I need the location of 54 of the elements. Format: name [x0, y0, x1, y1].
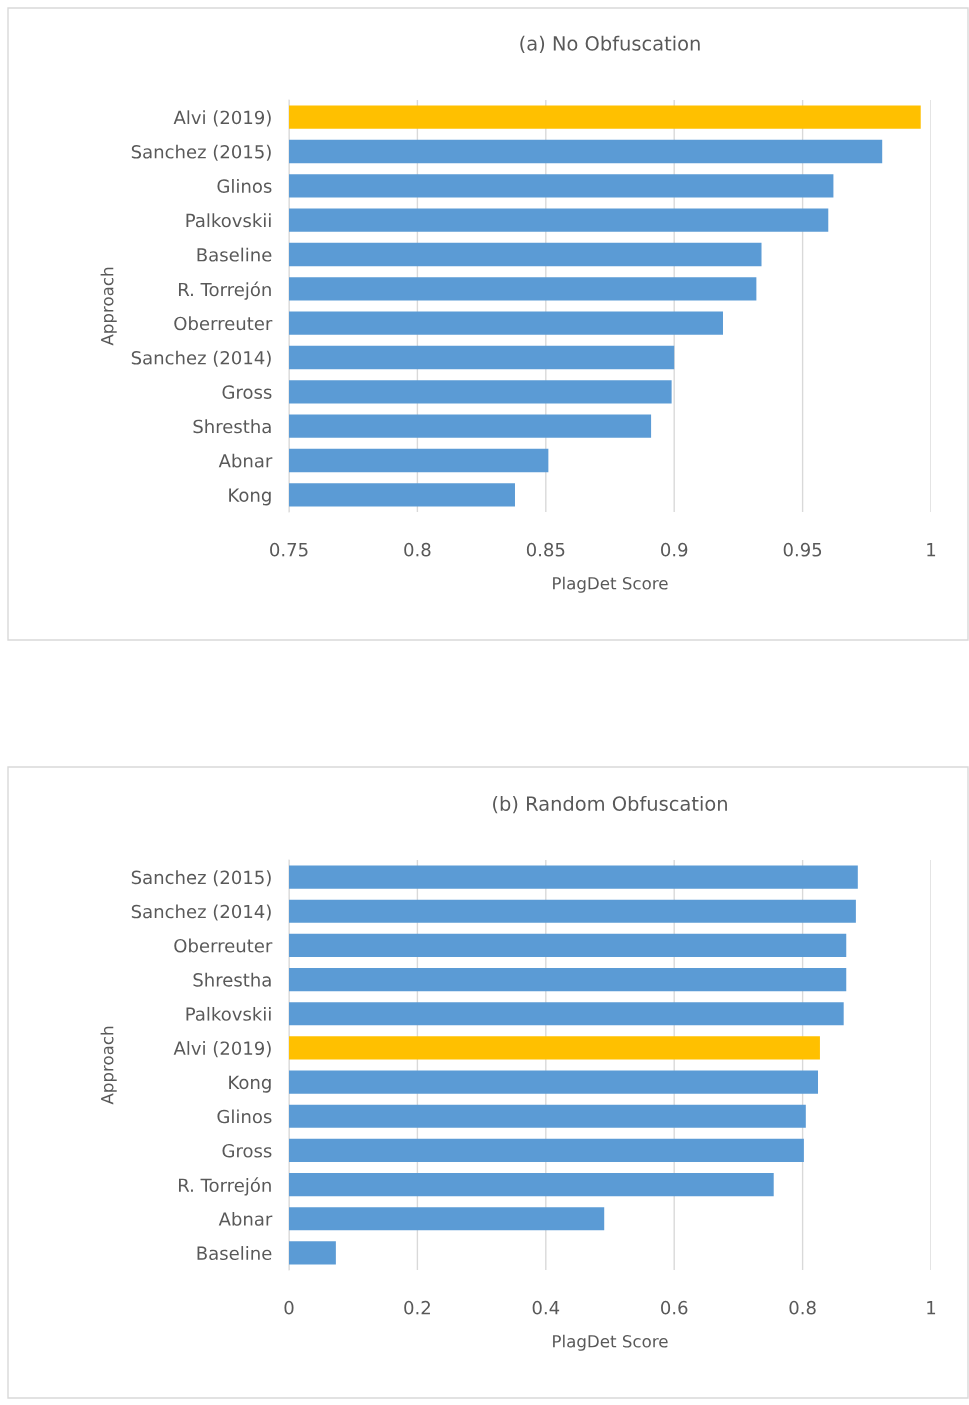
y-tick-label: Palkovskii — [186, 1006, 271, 1021]
x-tick-label: 0.75 — [270, 542, 308, 557]
x-tick-label: 0.9 — [661, 542, 688, 557]
y-tick-label: Alvi (2019) — [173, 1041, 271, 1058]
y-axis-title: Approach — [100, 267, 117, 346]
y-tick-label: Oberreuter — [174, 938, 273, 953]
y-axis-title: Approach — [100, 1026, 117, 1105]
bar — [289, 899, 856, 923]
x-tick-label: 1 — [927, 1301, 936, 1315]
chart-title: (a) No Obfuscation — [520, 35, 700, 54]
y-tick-label: R. Torrejón — [178, 1177, 271, 1196]
y-tick-label: Sanchez (2015) — [131, 144, 271, 161]
x-tick-label: 0.2 — [404, 1300, 430, 1315]
x-tick-label: 0 — [284, 1300, 294, 1315]
bar — [289, 1138, 804, 1163]
bar — [289, 1002, 844, 1026]
y-tick-label: R. Torrejón — [178, 281, 271, 300]
y-tick-label: Glinos — [217, 178, 272, 193]
y-tick-label: Glinos — [217, 1109, 272, 1124]
y-tick-label: Shrestha — [193, 419, 271, 434]
y-tick-label: Kong — [229, 1075, 271, 1093]
y-tick-label: Sanchez (2015) — [131, 870, 271, 887]
x-tick-label: 0.8 — [789, 1300, 816, 1315]
y-tick-label: Baseline — [197, 247, 272, 262]
bar — [289, 1036, 820, 1060]
y-tick-label: Abnar — [218, 453, 273, 468]
y-tick-label: Alvi (2019) — [173, 110, 271, 127]
bar — [289, 1207, 605, 1231]
y-tick-label: Gross — [222, 385, 272, 399]
y-tick-label: Gross — [222, 1143, 272, 1158]
y-tick-label: Abnar — [218, 1211, 273, 1226]
y-tick-label: Sanchez (2014) — [131, 904, 271, 921]
x-tick-label: 0.6 — [661, 1300, 688, 1315]
bar — [289, 933, 847, 958]
bar — [289, 865, 858, 889]
x-tick-label: 0.8 — [404, 542, 431, 557]
x-tick-label: 0.4 — [532, 1300, 560, 1315]
y-tick-label: Oberreuter — [174, 316, 273, 331]
y-tick-label: Shrestha — [193, 972, 271, 987]
y-tick-label: Baseline — [197, 1246, 272, 1261]
x-tick-label: 1 — [927, 543, 936, 557]
chart-title: (b) Random Obfuscation — [493, 795, 727, 814]
bar — [289, 1172, 774, 1197]
y-tick-label: Kong — [229, 488, 271, 506]
bar — [289, 1241, 336, 1265]
y-tick-label: Palkovskii — [186, 213, 271, 228]
bar — [289, 967, 847, 992]
x-axis-title: PlagDet Score — [553, 1334, 668, 1351]
bar — [289, 1070, 819, 1094]
x-tick-label: 0.85 — [526, 542, 565, 557]
x-axis-title: PlagDet Score — [553, 576, 668, 593]
x-tick-label: 0.95 — [783, 542, 822, 557]
bar — [289, 1104, 806, 1128]
y-tick-label: Sanchez (2014) — [131, 350, 271, 367]
